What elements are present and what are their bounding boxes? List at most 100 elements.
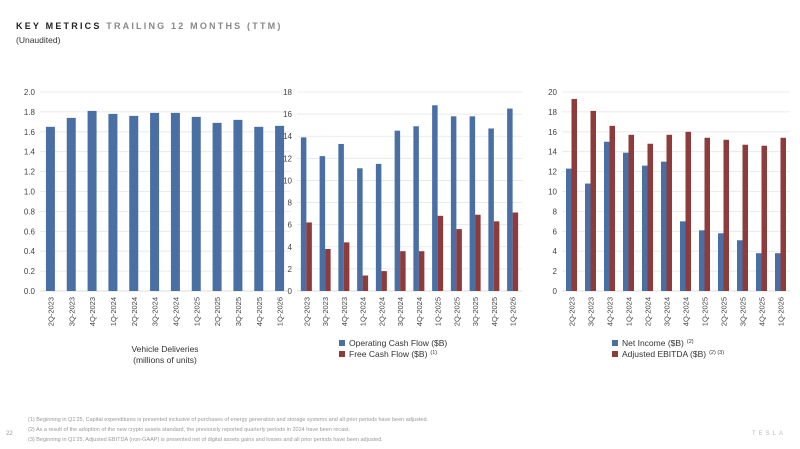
bar-blue xyxy=(394,130,401,291)
x-tick-label: 3Q-2023 xyxy=(321,297,330,326)
legend-swatch xyxy=(339,340,345,346)
legend-label: Free Cash Flow ($B) (1) xyxy=(349,349,437,359)
x-tick-label: 4Q-2024 xyxy=(171,297,180,326)
bar-red xyxy=(742,144,748,291)
legend-label: Operating Cash Flow ($B) xyxy=(349,338,447,348)
x-tick-label: 2Q-2024 xyxy=(130,297,139,326)
x-tick-label: 1Q-2026 xyxy=(276,297,285,326)
y-tick-label: 1.8 xyxy=(24,108,36,117)
x-tick-label: 3Q-2025 xyxy=(739,297,748,326)
y-tick-label: 1.4 xyxy=(24,148,36,157)
bar-blue xyxy=(718,233,724,291)
subtitle: (Unaudited) xyxy=(16,35,61,45)
y-tick-label: 1.0 xyxy=(24,188,36,197)
y-tick-label: 14 xyxy=(548,148,557,157)
bar-red xyxy=(666,134,672,291)
y-tick-label: 2 xyxy=(553,267,558,276)
bar-blue xyxy=(488,128,494,291)
legend-swatch xyxy=(612,340,618,346)
footnote-3: (3) Beginning in Q1'25, Adjusted EBITDA … xyxy=(28,437,383,443)
bar-red xyxy=(362,275,369,291)
bar-blue xyxy=(661,161,667,291)
bar-blue xyxy=(585,183,591,291)
x-tick-label: 2Q-2023 xyxy=(46,297,55,326)
bar-red xyxy=(306,222,312,291)
bar-red xyxy=(571,98,577,291)
legend-label: Adjusted EBITDA ($B) (2) (3) xyxy=(622,349,724,359)
bar-red xyxy=(685,131,691,291)
bar-blue xyxy=(300,137,307,291)
brand-logo: TESLA xyxy=(752,431,787,437)
bar-blue xyxy=(275,125,285,291)
x-tick-label: 3Q-2025 xyxy=(471,297,480,326)
bar-blue xyxy=(233,119,243,291)
bar-blue xyxy=(450,116,457,291)
bar-red xyxy=(704,137,710,291)
page-number: 22 xyxy=(6,431,13,437)
bar-red xyxy=(609,125,615,291)
bar-blue xyxy=(108,113,118,291)
y-tick-label: 16 xyxy=(548,128,557,137)
x-tick-label: 4Q-2025 xyxy=(758,297,767,326)
x-tick-label: 4Q-2023 xyxy=(88,297,97,326)
title-light: TRAILING 12 MONTHS (TTM) xyxy=(106,21,283,31)
y-tick-label: 8 xyxy=(288,199,293,208)
footnote-1: (1) Beginning in Q1'25, Capital expendit… xyxy=(28,417,429,423)
x-tick-label: 2Q-2025 xyxy=(213,297,222,326)
bar-red xyxy=(343,242,350,291)
x-tick-label: 2Q-2023 xyxy=(302,297,311,326)
bar-blue xyxy=(170,112,180,292)
y-tick-label: 2 xyxy=(288,265,293,274)
y-tick-label: 12 xyxy=(548,168,557,177)
x-tick-label: 1Q-2025 xyxy=(192,297,201,326)
x-tick-label: 1Q-2025 xyxy=(701,297,710,326)
y-tick-label: 0.0 xyxy=(24,287,36,296)
bar-blue xyxy=(642,165,648,291)
x-tick-label: 4Q-2023 xyxy=(340,297,349,326)
bar-red xyxy=(418,251,425,291)
bar-blue xyxy=(604,141,610,291)
x-tick-label: 2Q-2024 xyxy=(644,297,653,326)
bar-blue xyxy=(432,105,438,292)
y-tick-label: 2.0 xyxy=(24,88,36,97)
bar-red xyxy=(761,145,767,291)
y-tick-label: 10 xyxy=(283,176,292,185)
bar-blue xyxy=(212,122,222,291)
y-tick-label: 1.2 xyxy=(24,168,36,177)
y-tick-label: 0.8 xyxy=(24,207,36,216)
y-tick-label: 18 xyxy=(283,88,292,97)
x-tick-label: 3Q-2025 xyxy=(234,297,243,326)
bar-red xyxy=(628,134,634,291)
y-tick-label: 10 xyxy=(548,188,557,197)
bar-red xyxy=(493,221,500,291)
legend-label: Net Income ($B) (2) xyxy=(622,338,694,348)
bar-red xyxy=(512,212,519,291)
bar-blue xyxy=(413,126,419,292)
bar-blue xyxy=(129,115,139,291)
bar-blue xyxy=(191,116,201,291)
footnote-2: (2) As a result of the adoption of the n… xyxy=(28,427,350,433)
bar-blue xyxy=(254,126,264,291)
y-tick-label: 0 xyxy=(553,287,558,296)
bar-blue xyxy=(375,163,382,291)
bar-red xyxy=(400,251,406,291)
x-tick-label: 1Q-2024 xyxy=(359,297,368,326)
y-tick-label: 0 xyxy=(288,287,293,296)
x-tick-label: 1Q-2025 xyxy=(434,297,443,326)
bar-blue xyxy=(45,126,55,291)
y-tick-label: 0.4 xyxy=(24,247,36,256)
x-tick-label: 3Q-2023 xyxy=(67,297,76,326)
x-tick-label: 4Q-2023 xyxy=(606,297,615,326)
legend-swatch xyxy=(612,351,618,357)
bar-blue xyxy=(507,108,513,291)
bar-red xyxy=(723,139,729,291)
bar-red xyxy=(325,248,331,291)
bar-blue xyxy=(566,168,572,291)
bar-red xyxy=(456,229,462,291)
bar-blue xyxy=(319,156,326,291)
bar-red xyxy=(475,214,481,291)
y-tick-label: 6 xyxy=(553,227,558,236)
y-tick-label: 20 xyxy=(548,88,557,97)
x-tick-label: 2Q-2025 xyxy=(452,297,461,326)
y-tick-label: 14 xyxy=(283,132,292,141)
